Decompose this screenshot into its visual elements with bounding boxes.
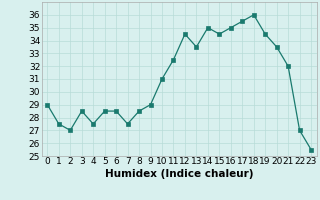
X-axis label: Humidex (Indice chaleur): Humidex (Indice chaleur) — [105, 169, 253, 179]
